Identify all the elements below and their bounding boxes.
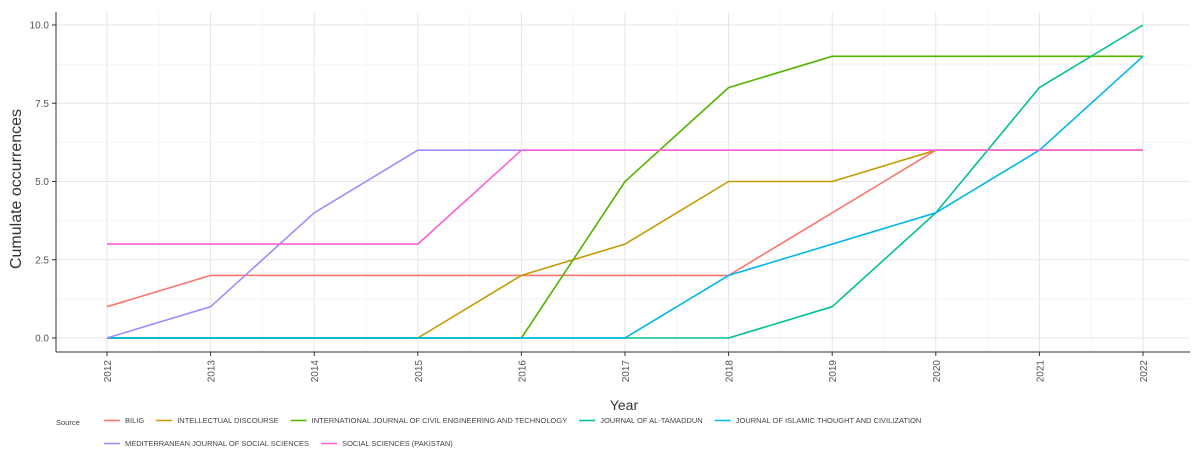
legend-label: JOURNAL OF ISLAMIC THOUGHT AND CIVILIZAT… xyxy=(736,416,922,425)
x-tick-label: 2017 xyxy=(621,360,632,383)
grid xyxy=(56,12,1190,352)
legend-label: INTERNATIONAL JOURNAL OF CIVIL ENGINEERI… xyxy=(312,416,568,425)
legend-label: MEDITERRANEAN JOURNAL OF SOCIAL SCIENCES xyxy=(125,439,309,448)
x-tick-label: 2018 xyxy=(725,360,736,383)
x-tick-label: 2013 xyxy=(207,360,218,383)
x-tick-label: 2019 xyxy=(828,360,839,383)
x-tick-label: 2016 xyxy=(517,360,528,383)
series-line-5 xyxy=(107,55,1144,339)
y-tick-label: 2.5 xyxy=(35,255,49,266)
y-tick-label: 7.5 xyxy=(35,99,49,110)
legend-label: BILIG xyxy=(125,416,144,425)
legend: Source BILIG INTELLECTUAL DISCOURSE INTERN… xyxy=(56,416,921,448)
legend-label: JOURNAL OF AL-TAMADDUN xyxy=(600,416,703,425)
y-tick-label: 0.0 xyxy=(35,334,49,345)
x-tick-label: 2020 xyxy=(932,360,943,383)
legend-label: INTELLECTUAL DISCOURSE xyxy=(177,416,278,425)
series-lines xyxy=(106,24,1144,339)
x-tick-label: 2012 xyxy=(103,360,114,383)
axes: 0.0 2.5 5.0 7.5 10.0 2012 2013 2014 2015 2016 2017… xyxy=(30,12,1190,382)
x-tick-label: 2014 xyxy=(310,360,321,383)
y-tick-label: 5.0 xyxy=(35,177,49,188)
x-tick-label: 2021 xyxy=(1035,360,1046,383)
x-axis-title: Year xyxy=(610,397,639,413)
series-line-7 xyxy=(107,149,1143,245)
legend-label: SOCIAL SCIENCES (PAKISTAN) xyxy=(342,439,453,448)
y-tick-label: 10.0 xyxy=(30,21,50,32)
legend-title: Source xyxy=(56,418,80,427)
x-tick-label: 2022 xyxy=(1139,360,1150,383)
y-axis-title: Cumulate occurrences xyxy=(8,109,25,269)
x-tick-label: 2015 xyxy=(414,360,425,383)
